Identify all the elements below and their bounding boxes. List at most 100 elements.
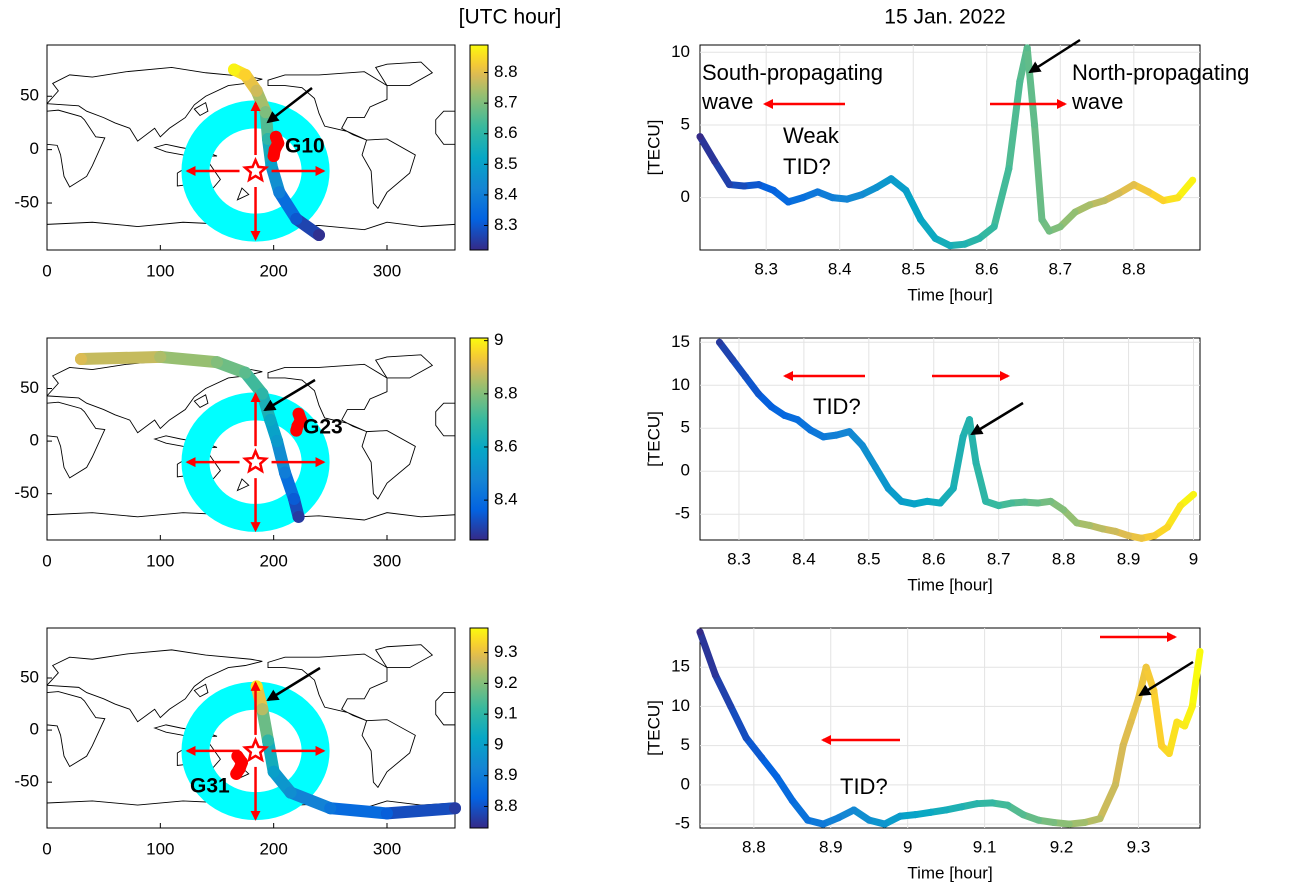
data-point — [902, 186, 910, 194]
data-point — [1115, 189, 1123, 197]
annotation: Weak — [783, 123, 840, 148]
track-point — [259, 106, 272, 119]
y-tick-label: -50 — [14, 193, 39, 212]
track-point — [239, 366, 252, 379]
annotation: South-propagating — [702, 60, 883, 85]
trace-segment — [773, 773, 796, 805]
data-point — [1100, 197, 1108, 205]
data-point — [1031, 121, 1039, 129]
track-point — [264, 414, 277, 427]
data-point — [1112, 527, 1120, 535]
data-point — [1119, 742, 1127, 750]
x-tick-label: 8.8 — [1122, 259, 1146, 278]
data-point — [1081, 819, 1089, 827]
trace-segment — [1111, 742, 1127, 789]
time-series-panel: 8.3 8.4 8.5 8.6 8.7 8.8 0 5 10 Time [hour] [TECU] 8… — [644, 42, 1204, 882]
data-point — [1134, 695, 1142, 703]
colorbar-tick-label: 9.3 — [494, 642, 518, 661]
annotation: TID? — [783, 154, 831, 179]
epicenter-star — [242, 156, 270, 183]
track-point — [273, 186, 286, 199]
x-tick-label: 9.3 — [1127, 837, 1151, 856]
data-point — [1050, 819, 1058, 827]
x-tick-label: 8.9 — [819, 837, 843, 856]
data-point — [1173, 718, 1181, 726]
data-point — [949, 484, 957, 492]
colorbar-tick-label: 9.1 — [494, 704, 518, 723]
data-point — [1190, 490, 1198, 498]
data-point — [931, 234, 939, 242]
data-point — [858, 441, 866, 449]
data-point — [1047, 497, 1055, 505]
y-tick-label: 15 — [671, 332, 690, 351]
data-point — [1034, 499, 1042, 507]
track-point — [324, 802, 337, 815]
y-tick-label: 5 — [681, 114, 690, 133]
y-tick-label: 0 — [681, 187, 690, 206]
data-point — [1086, 201, 1094, 209]
data-point — [741, 373, 749, 381]
data-point — [896, 812, 904, 820]
data-point — [828, 194, 836, 202]
annotation: TID? — [813, 394, 861, 419]
colorbar — [469, 627, 489, 829]
data-point — [958, 803, 966, 811]
data-point — [1099, 525, 1107, 533]
ipp-point — [290, 424, 303, 437]
x-tick-label: 0 — [42, 839, 51, 858]
x-tick-label: 100 — [146, 839, 174, 858]
trace-segment — [1150, 687, 1166, 750]
annotation-arrows — [263, 38, 1194, 745]
x-tick-label: 9.1 — [973, 837, 997, 856]
x-tick-label: 300 — [373, 551, 401, 570]
plot-frame — [699, 627, 1201, 829]
data-point — [696, 628, 704, 636]
data-point — [784, 198, 792, 206]
data-point — [1158, 742, 1166, 750]
y-tick-label: 50 — [20, 86, 39, 105]
data-point — [1142, 663, 1150, 671]
annotation: North-propagating — [1072, 60, 1249, 85]
trace-segment — [902, 186, 925, 223]
data-point — [728, 355, 736, 363]
track-point — [449, 802, 461, 815]
data-point — [788, 797, 796, 805]
data-point — [715, 338, 723, 346]
trace-segment — [1005, 77, 1024, 173]
y-tick-label: 15 — [671, 657, 690, 676]
trace-segment — [1127, 695, 1142, 726]
trace-segment — [1165, 718, 1181, 757]
colorbar-tick-label: 8.4 — [494, 490, 518, 509]
data-point — [884, 484, 892, 492]
data-point — [1125, 532, 1133, 540]
data-point — [773, 773, 781, 781]
y-tick-label: 50 — [20, 378, 39, 397]
y-tick-label: 10 — [671, 696, 690, 715]
data-point — [1138, 534, 1146, 542]
data-point — [711, 157, 719, 165]
data-point — [1174, 194, 1182, 202]
trace-segment — [949, 433, 967, 492]
ipp-point — [267, 150, 280, 163]
y-tick-label: 5 — [681, 418, 690, 437]
data-point — [897, 497, 905, 505]
data-point — [1164, 523, 1172, 531]
x-tick-label: 300 — [373, 839, 401, 858]
x-tick-label: 9 — [903, 837, 912, 856]
y-tick-label: 0 — [30, 139, 39, 158]
track-point — [250, 84, 263, 97]
data-point — [911, 811, 919, 819]
data-point — [982, 497, 990, 505]
colorbar-tick-label: 8.8 — [494, 383, 518, 402]
data-point — [696, 133, 704, 141]
trace-segment — [858, 441, 879, 471]
data-point — [959, 433, 967, 441]
black-arrow — [1138, 660, 1194, 697]
track-point — [265, 159, 278, 172]
data-point — [727, 702, 735, 710]
colorbar-tick-label: 8.6 — [494, 123, 518, 142]
data-point — [1056, 223, 1064, 231]
trace-segment — [711, 157, 733, 189]
data-point — [871, 463, 879, 471]
x-axis-label: Time [hour] — [907, 575, 992, 594]
